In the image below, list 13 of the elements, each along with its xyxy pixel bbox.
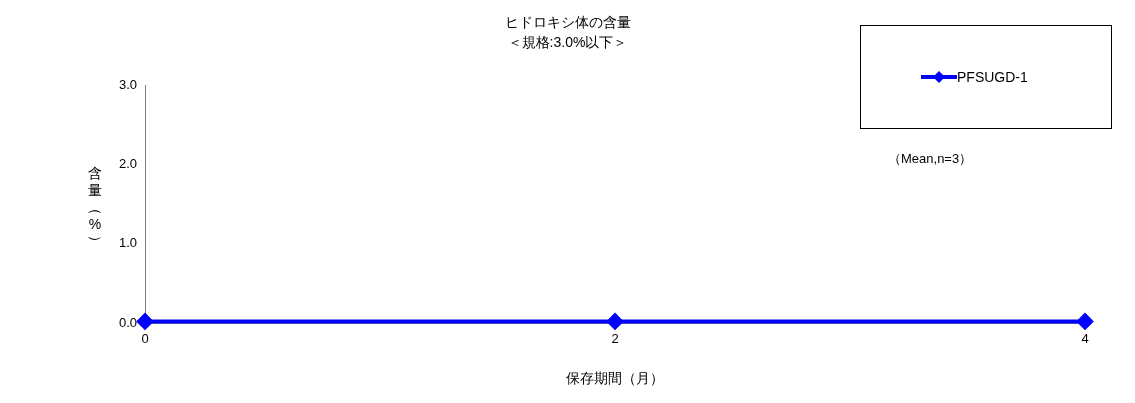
chart-title: ヒドロキシ体の含量	[503, 13, 632, 32]
x-tick-label: 0	[141, 331, 149, 347]
x-tick-label: 2	[611, 331, 619, 347]
legend-label: PFSUGD-1	[957, 69, 1028, 85]
y-tick-label: 2.0	[118, 155, 137, 171]
y-axis-title: 含量（%）	[86, 165, 104, 249]
x-tick-label: 4	[1081, 331, 1089, 347]
annotation: （Mean,n=3）	[888, 150, 973, 168]
y-tick-label: 3.0	[118, 76, 137, 92]
chart-subtitle: ＜規格:3.0%以下＞	[506, 33, 629, 52]
y-tick-label: 0.0	[118, 314, 137, 330]
x-axis-title: 保存期間（月）	[565, 370, 665, 388]
y-tick-label: 1.0	[118, 235, 137, 251]
